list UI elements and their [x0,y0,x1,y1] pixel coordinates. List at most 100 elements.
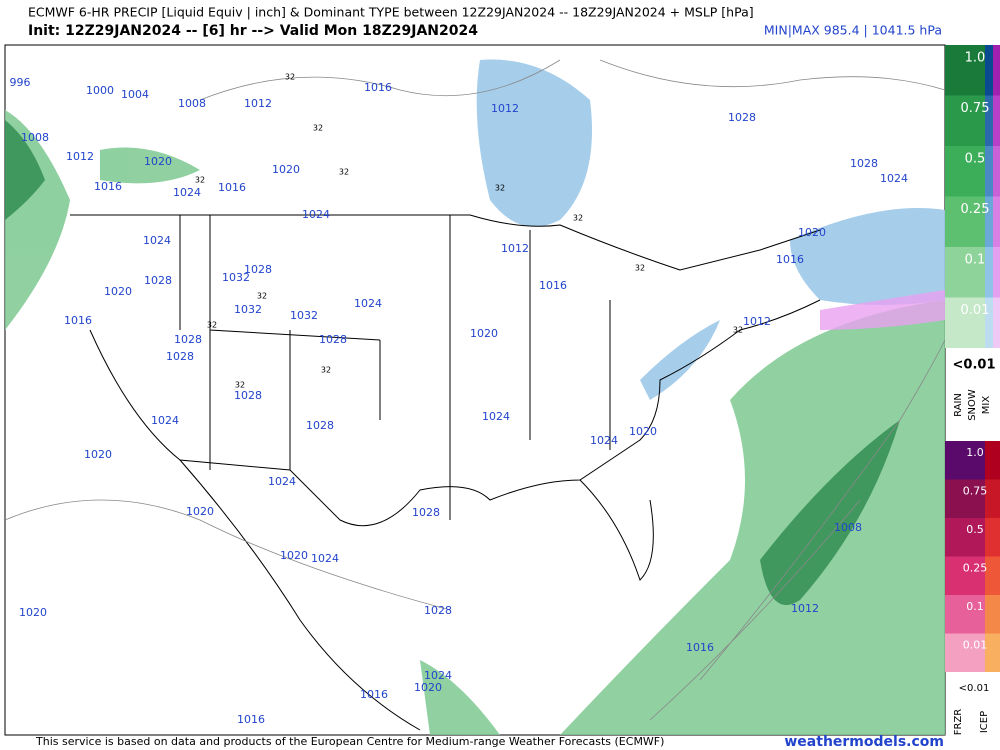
legend-level: 1.0 [966,446,984,459]
isobar-label: 1032 [222,271,250,284]
isobar-label: 1016 [364,81,392,94]
isobar-label: 1020 [629,425,657,438]
isobar-label: 1016 [686,641,714,654]
legend-level: 0.75 [963,485,988,498]
isobar-label: 1016 [539,279,567,292]
frzr-swatch [945,556,985,595]
isobar-label: 1032 [234,303,262,316]
frzr-swatch [945,595,985,634]
isobar-label: 1012 [791,602,819,615]
isobar-label: 1024 [151,414,179,427]
legend-type: RAIN [953,393,964,417]
isobar-label: 1028 [234,389,262,402]
isobar-label: 1028 [424,604,452,617]
isobar-label: 1016 [94,180,122,193]
frzr-swatch [945,518,985,557]
mix-swatch [993,95,1000,146]
snow-swatch [985,247,993,298]
isobar-label: 1020 [84,448,112,461]
isobar-label: 1016 [776,253,804,266]
isobar-label: 1020 [186,505,214,518]
mix-swatch [993,196,1000,247]
isobar-label: 1020 [470,327,498,340]
isobar-label: 1024 [311,552,339,565]
snow-swatch [985,95,993,146]
legend-type: SNOW [967,389,978,421]
temp-label: 32 [235,381,245,390]
credit: This service is based on data and produc… [35,735,664,748]
rain-swatch [945,146,985,197]
isobar-label: 1020 [104,285,132,298]
temp-label: 32 [257,292,267,301]
snow-swatch [985,297,993,348]
temp-label: 32 [313,124,323,133]
mix-swatch [993,45,1000,96]
legend-level: 0.25 [963,562,988,575]
isobar-label: 1020 [144,155,172,168]
isobar-label: 1012 [66,150,94,163]
frzr-swatch [945,441,985,480]
isobar-label: 1024 [424,669,452,682]
isobars [4,59,946,721]
legend-level: 0.1 [965,253,986,268]
rain-swatch [945,247,985,298]
temp-label: 32 [733,326,743,335]
legend-level: 0.25 [961,202,990,217]
frzr-swatch [945,479,985,518]
heavy-rain [5,120,900,605]
mix-swatch [993,297,1000,348]
isobar-label: 1028 [412,506,440,519]
borders [70,214,821,731]
rain-swatch [945,95,985,146]
mix-swatch [993,247,1000,298]
legend-level: 0.5 [966,523,984,536]
init-line: Init: 12Z29JAN2024 -- [6] hr --> Valid M… [28,23,478,39]
isobar-label: 1028 [174,333,202,346]
site-link[interactable]: weathermodels.com [784,734,944,750]
isobar-label: 1028 [144,274,172,287]
isobar-label: 1008 [21,131,49,144]
legend-level: 0.75 [961,101,990,116]
legend-type: ICEP [979,711,990,733]
temp-label: 32 [635,264,645,273]
isobar-label: 1016 [64,314,92,327]
rain-swatch [945,297,985,348]
legend-level: 0.01 [963,639,988,652]
temp-label: 32 [285,73,295,82]
isobar-label: 1016 [237,713,265,726]
temp-label: 32 [573,214,583,223]
icep-swatch [985,556,1000,595]
legend-level: 0.1 [966,600,984,613]
snow-swatch [985,146,993,197]
legend-level: 1.0 [965,51,986,66]
frzr-swatch [945,633,985,672]
isobar-label: 1028 [244,263,272,276]
isobar-label: 1032 [290,309,318,322]
isobar-label: 1016 [218,181,246,194]
icep-swatch [985,518,1000,557]
isobar-label: 1020 [798,226,826,239]
isobar-label: 1008 [834,521,862,534]
isobar-label: 1020 [272,163,300,176]
legend-below: <0.01 [953,358,996,373]
isobar-label: 1024 [482,410,510,423]
isobar-label: 1024 [143,234,171,247]
isobar-label: 1012 [743,315,771,328]
isobar-label: 1012 [244,97,272,110]
temp-label: 32 [339,168,349,177]
rain-swatch [945,196,985,247]
isobar-label: 1028 [306,419,334,432]
temp-label: 32 [195,176,205,185]
icep-swatch [985,441,1000,480]
isobar-label: 996 [10,76,31,89]
isobar-label: 1028 [850,157,878,170]
isobar-label: 1000 [86,84,114,97]
temp-label: 32 [495,184,505,193]
isobar-label: 1024 [302,208,330,221]
isobar-label: 1028 [166,350,194,363]
icep-swatch [985,595,1000,634]
isobar-label: 1024 [880,172,908,185]
isobar-label: 1020 [19,606,47,619]
